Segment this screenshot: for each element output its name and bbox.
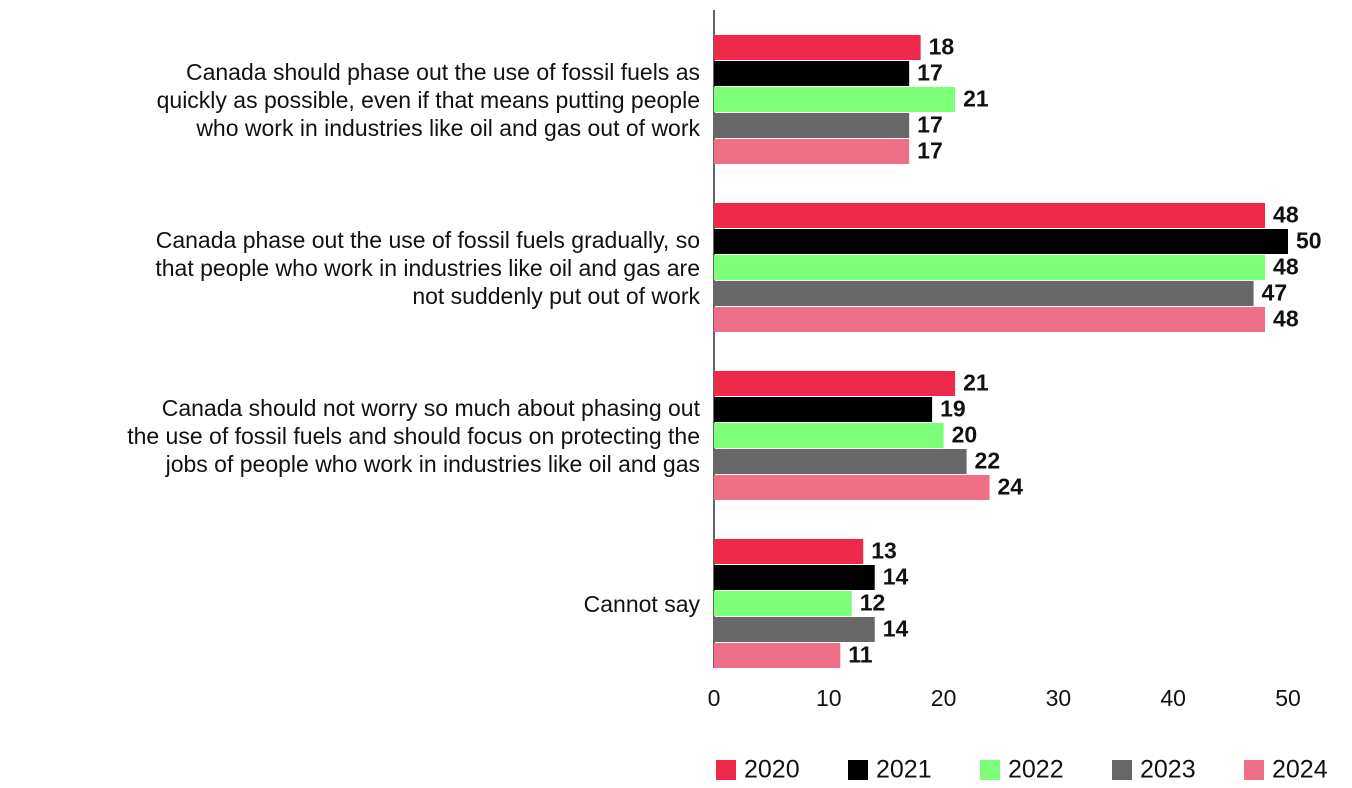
legend-swatch <box>980 760 1000 780</box>
bar <box>714 307 1266 332</box>
x-tick-label: 50 <box>1275 685 1301 711</box>
category-label: Canada should not worry so much about ph… <box>127 395 700 477</box>
legend-label: 2020 <box>744 756 800 783</box>
category-label: Canada phase out the use of fossil fuels… <box>155 227 700 309</box>
legend-label: 2022 <box>1008 756 1064 783</box>
category-label-box: Canada phase out the use of fossil fuels… <box>155 227 700 309</box>
value-label: 48 <box>1273 202 1299 228</box>
bar <box>714 35 921 60</box>
category-label-box: Canada should not worry so much about ph… <box>127 395 700 477</box>
bar <box>714 255 1266 280</box>
legend-swatch <box>1112 760 1132 780</box>
legend-swatch <box>716 760 736 780</box>
bar <box>714 229 1288 254</box>
legend-label: 2023 <box>1140 756 1196 783</box>
value-label: 17 <box>917 112 943 138</box>
value-label: 11 <box>848 642 873 668</box>
x-tick-label: 20 <box>931 685 957 711</box>
value-label: 12 <box>860 590 886 616</box>
bar <box>714 203 1266 228</box>
bar <box>714 371 956 396</box>
bar <box>714 397 933 422</box>
legend-swatch <box>848 760 868 780</box>
x-tick-label: 30 <box>1046 685 1072 711</box>
value-label: 14 <box>883 616 909 642</box>
bar <box>714 61 910 86</box>
x-tick-label: 40 <box>1160 685 1186 711</box>
x-tick-label: 0 <box>708 685 721 711</box>
value-label: 18 <box>929 34 955 60</box>
value-label: 14 <box>883 564 909 590</box>
bar <box>714 617 875 642</box>
value-label: 13 <box>871 538 897 564</box>
category-label-box: Cannot say <box>583 591 700 617</box>
value-label: 17 <box>917 138 943 164</box>
bar <box>714 539 864 564</box>
bar <box>714 475 990 500</box>
legend-label: 2024 <box>1272 756 1328 783</box>
value-label: 50 <box>1296 228 1322 254</box>
legend-swatch <box>1244 760 1264 780</box>
legend-label: 2021 <box>876 756 932 783</box>
value-label: 22 <box>975 448 1001 474</box>
bar <box>714 643 841 668</box>
bar <box>714 449 967 474</box>
value-label: 19 <box>940 396 966 422</box>
x-tick-label: 10 <box>816 685 842 711</box>
value-label: 21 <box>963 86 989 112</box>
value-label: 48 <box>1273 306 1299 332</box>
category-label: Cannot say <box>583 591 700 617</box>
bar <box>714 565 875 590</box>
bar <box>714 87 956 112</box>
value-label: 47 <box>1262 280 1288 306</box>
category-label: Canada should phase out the use of fossi… <box>156 59 700 141</box>
bar <box>714 281 1254 306</box>
bar <box>714 423 944 448</box>
value-label: 48 <box>1273 254 1299 280</box>
value-label: 24 <box>998 474 1024 500</box>
category-label-box: Canada should phase out the use of fossi… <box>156 59 700 141</box>
bar <box>714 591 852 616</box>
value-label: 20 <box>952 422 978 448</box>
bar <box>714 139 910 164</box>
value-label: 17 <box>917 60 943 86</box>
value-label: 21 <box>963 370 989 396</box>
bar <box>714 113 910 138</box>
